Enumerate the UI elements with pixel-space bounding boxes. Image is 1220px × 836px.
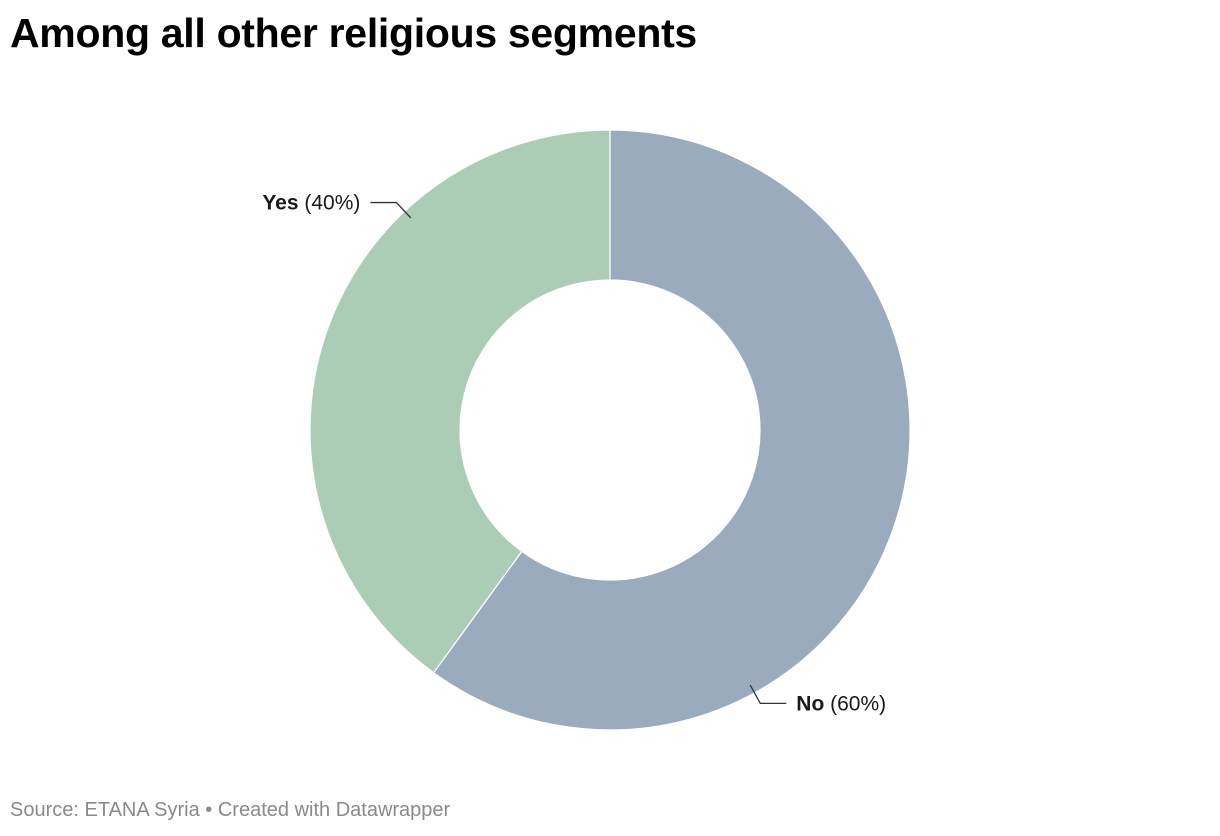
footer-separator: • bbox=[205, 799, 213, 821]
source-name: ETANA Syria bbox=[84, 799, 200, 821]
slice-label-name: No bbox=[796, 692, 824, 715]
leader-line-no bbox=[749, 684, 787, 705]
slice-label-value: (40%) bbox=[299, 192, 361, 215]
source-label: Source: bbox=[10, 799, 79, 821]
source-footer: Source: ETANA Syria • Created with Dataw… bbox=[10, 799, 450, 822]
slice-label-no: No (60%) bbox=[796, 692, 886, 715]
credit-text: Created with Datawrapper bbox=[217, 799, 451, 821]
donut-slices bbox=[309, 129, 911, 731]
chart-title: Among all other religious segments bbox=[10, 10, 697, 56]
leader-line-yes bbox=[370, 201, 412, 219]
slice-label-yes: Yes (40%) bbox=[262, 192, 360, 215]
slice-labels: No (60%) Yes (40%) bbox=[262, 192, 886, 716]
leader-lines bbox=[370, 201, 787, 705]
slice-yes bbox=[309, 129, 611, 674]
slice-label-name: Yes bbox=[262, 192, 298, 215]
slice-no bbox=[432, 129, 911, 731]
slice-label-value: (60%) bbox=[824, 692, 886, 715]
